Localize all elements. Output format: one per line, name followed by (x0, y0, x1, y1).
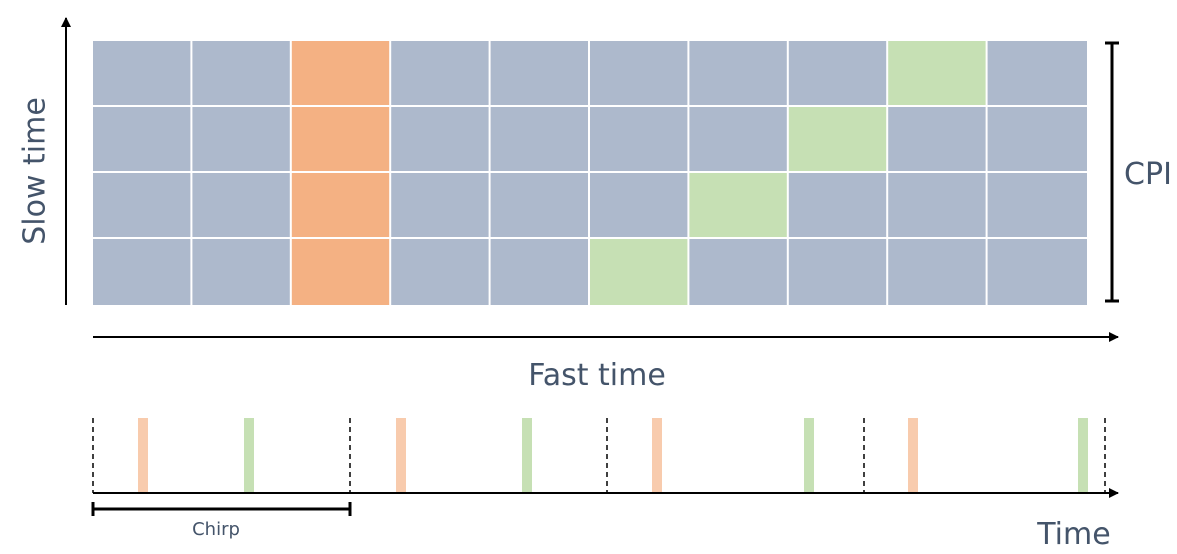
grid-cell-orange (291, 239, 390, 305)
fast-time-label: Fast time (528, 358, 666, 393)
chirp-label: Chirp (192, 519, 240, 540)
grid-cell (788, 173, 887, 237)
grid-cell (93, 239, 191, 305)
green-sample-marker (1078, 418, 1088, 492)
chirp-duration-bracket (91, 502, 352, 516)
grid-cell (192, 239, 290, 305)
grid-cell (987, 41, 1087, 105)
grid-cell (689, 239, 787, 305)
orange-sample-marker (908, 418, 918, 492)
grid-cell (689, 107, 787, 171)
sample-markers (138, 418, 1088, 492)
grid-cell (490, 41, 588, 105)
grid-cell-green (689, 173, 787, 237)
grid-cell (192, 173, 290, 237)
grid-cell (888, 239, 986, 305)
grid-cell (490, 107, 588, 171)
grid-cell-orange (291, 107, 390, 171)
grid-cell (590, 173, 688, 237)
grid-cell (888, 107, 986, 171)
grid-cell (391, 107, 489, 171)
grid-cell-green (788, 107, 887, 171)
grid-cell (93, 41, 191, 105)
grid-cell (391, 239, 489, 305)
cpi-label: CPI (1124, 157, 1172, 192)
grid-cell (590, 41, 688, 105)
green-sample-marker (804, 418, 814, 492)
slow-time-label: Slow time (18, 97, 53, 245)
grid-cell (987, 239, 1087, 305)
grid-cell (987, 173, 1087, 237)
grid-cell (788, 41, 887, 105)
grid-cell (490, 239, 588, 305)
grid-cell-orange (291, 41, 390, 105)
orange-sample-marker (652, 418, 662, 492)
grid-cell-orange (291, 173, 390, 237)
grid-cell-green (888, 41, 986, 105)
grid-cell (490, 173, 588, 237)
grid-cell (192, 41, 290, 105)
grid-cell (93, 173, 191, 237)
grid-cell (93, 107, 191, 171)
grid-cell (391, 41, 489, 105)
grid-cell (788, 239, 887, 305)
green-sample-marker (244, 418, 254, 492)
orange-sample-marker (396, 418, 406, 492)
grid-cell (590, 107, 688, 171)
grid-cell-green (590, 239, 688, 305)
time-label: Time (1036, 517, 1110, 552)
grid-cell (888, 173, 986, 237)
grid-cell (689, 41, 787, 105)
chirp-boundaries (92, 418, 1106, 493)
orange-sample-marker (138, 418, 148, 492)
green-sample-marker (522, 418, 532, 492)
grid-cell (192, 107, 290, 171)
slow-fast-time-matrix (93, 41, 1087, 305)
grid-cell (987, 107, 1087, 171)
cpi-bracket (1105, 41, 1119, 303)
grid-cell (391, 173, 489, 237)
